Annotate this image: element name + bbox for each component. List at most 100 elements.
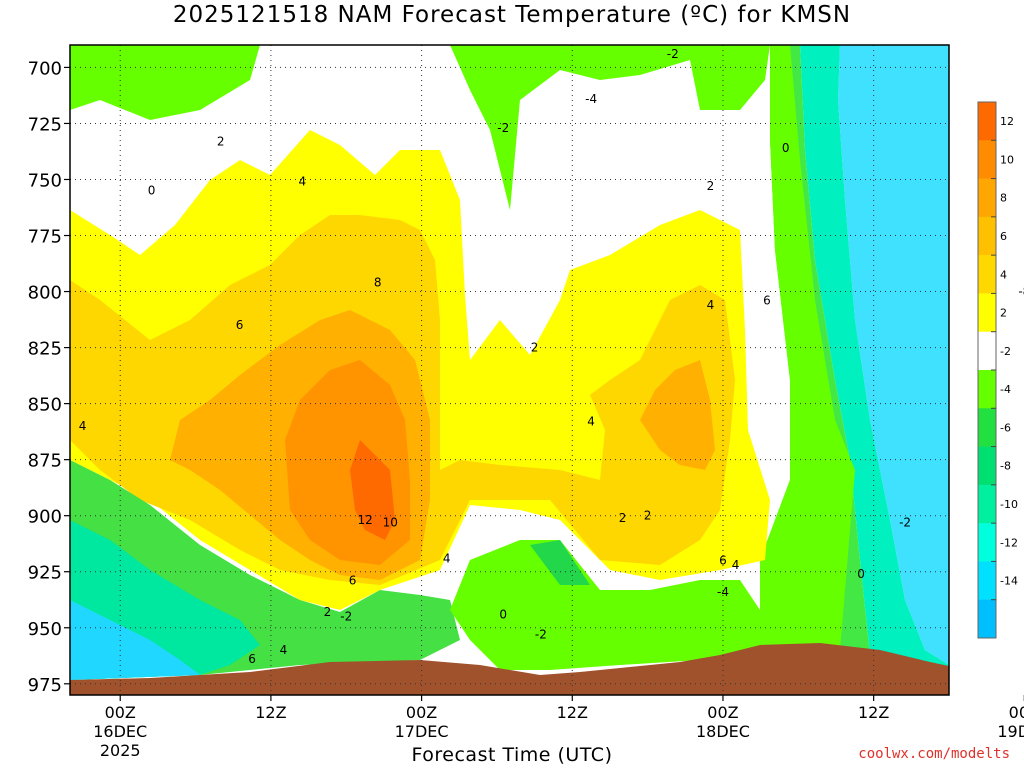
colorbar-label: 6 [1000,230,1007,243]
colorbar-swatch [978,599,996,639]
x-tick-label: 00Z [105,703,136,722]
contour-label: 2 [531,341,539,355]
grid-lines [70,45,949,695]
colorbar-swatch [978,216,996,256]
x-tick-date: 17DEC [395,722,449,741]
chart-title: 2025121518 NAM Forecast Temperature (ºC)… [172,2,852,28]
colorbar-swatch [978,408,996,448]
contour-label: -8 [1018,285,1024,299]
colorbar-label: -2 [1000,345,1011,358]
colorbar-swatch [978,370,996,409]
y-tick-label: 775 [28,227,62,248]
contour-label: 4 [732,558,740,572]
colorbar-swatch [978,178,996,218]
y-tick-label: 750 [28,170,62,191]
contour-label: 2 [217,134,225,148]
colorbar-swatch [978,255,996,294]
y-tick-label: 825 [28,339,62,360]
y-tick-label: 725 [28,114,62,135]
x-tick-label: 00Z [1009,703,1024,722]
y-tick-label: 950 [28,619,62,640]
cold-region-lime-right [760,45,855,660]
colorbar-swatch [978,293,996,333]
contour-label: 0 [782,141,790,155]
contour-label: 0 [499,607,507,621]
cold-region-teal [800,45,949,670]
contour-label: 2 [324,605,332,619]
warm-orange-right [640,360,715,470]
colorbar-label: 4 [1000,268,1007,281]
lower-left-cold-cyan [70,600,200,680]
contour-label: 8 [374,276,382,290]
contour-label: -4 [585,92,597,106]
colorbar-swatch [978,102,996,141]
contour-label: 2 [707,179,715,193]
contour-label: 4 [707,298,715,312]
warm-hot-core [350,440,395,540]
y-axis: 700 725 750 775 800 825 850 875 900 925 950 975 [28,58,70,696]
colorbar-swatch [978,331,996,371]
colorbar-label: -4 [1000,383,1011,396]
colorbar-label: -8 [1000,460,1011,473]
colorbar-swatch [978,523,996,562]
x-axis: 00Z16DEC202512Z00Z17DEC12Z00Z18DEC12Z00Z… [93,695,1024,760]
contour-label: -2 [899,515,911,529]
credit-text: coolwx.com/modelts [858,746,1010,762]
x-tick-date: 16DEC [93,722,147,741]
terrain [70,643,949,695]
colorbar-label: -6 [1000,421,1011,434]
y-tick-label: 875 [28,451,62,472]
colorbar-swatch [978,446,996,486]
x-tick-label: 00Z [406,703,437,722]
contour-label: 6 [719,554,727,568]
x-tick-label: 00Z [707,703,738,722]
contour-label: 0 [857,567,865,581]
contour-label: 4 [587,415,595,429]
contour-label: 6 [248,652,256,666]
y-tick-label: 700 [28,58,62,79]
x-tick-label: 12Z [255,703,286,722]
y-tick-label: 975 [28,675,62,696]
contour-label: 12 [357,513,372,527]
plot-frame [69,44,950,696]
colorbar-swatch [978,484,996,524]
colorbar-label: -14 [1000,575,1018,588]
lower-middle-green [450,540,760,670]
contour-label: 4 [280,643,288,657]
contour-label: -2 [497,121,509,135]
y-tick-label: 850 [28,395,62,416]
upper-green-band [400,45,770,210]
contour-label: -2 [535,627,547,641]
contour-label: 4 [443,551,451,565]
x-tick-date: 18DEC [696,722,750,741]
y-tick-label: 925 [28,563,62,584]
lower-middle-dark-green [530,540,590,585]
contour-label: 0 [148,184,156,198]
contour-label: 6 [763,294,771,308]
contour-label: 4 [79,419,87,433]
contour-label: -2 [667,47,679,61]
contour-label: 6 [349,574,357,588]
contour-label: -2 [340,610,352,624]
colorbar-swatch [978,561,996,601]
contour-label: 10 [383,515,398,529]
colorbar-label: 10 [1000,153,1014,166]
x-axis-label: Forecast Time (UTC) [411,744,613,766]
contour-label: 2 [619,511,627,525]
x-tick-label: 12Z [858,703,889,722]
colorbar-label: -12 [1000,536,1018,549]
contour-label: 6 [236,318,244,332]
contour-label: 2 [644,509,652,523]
y-tick-label: 800 [28,283,62,304]
colorbar-swatch [978,140,996,180]
colorbar-label: 8 [1000,192,1007,205]
colorbar-label: 12 [1000,115,1014,128]
colorbar-label: 2 [1000,307,1007,320]
contour-label: -4 [717,585,729,599]
x-tick-date: 19DEC [997,722,1024,741]
top-left-green [70,45,260,120]
x-tick-label: 12Z [557,703,588,722]
colorbar: 12 10 8 6 4 2 -2 -4 -6 -8 -10 -12 -14 [977,101,1018,639]
